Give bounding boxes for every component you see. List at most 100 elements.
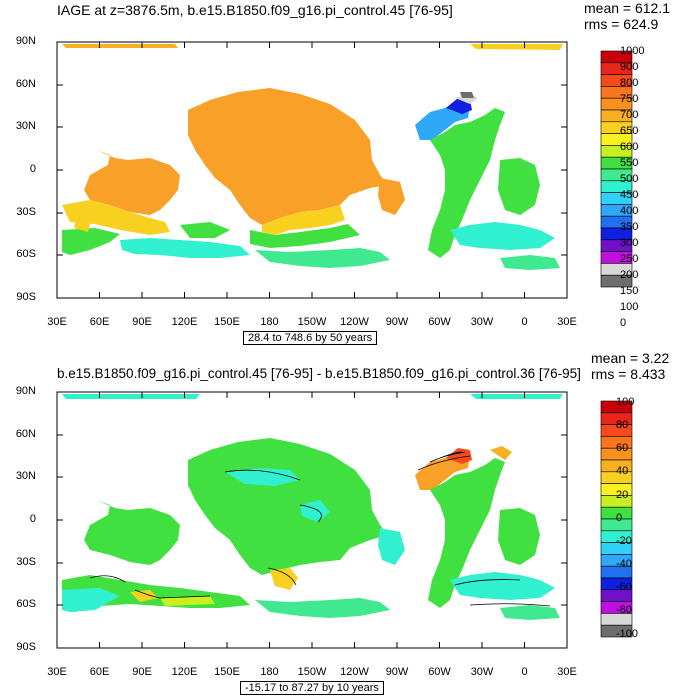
map2-lat-label: 90S xyxy=(16,641,36,653)
map1-madagascar-patch xyxy=(74,215,92,232)
map1-colorbar-swatch xyxy=(600,274,633,288)
map2-indian-ocean xyxy=(84,500,180,565)
map1-colorbar-label: 150 xyxy=(620,285,639,297)
map2-lon-label: 90E xyxy=(132,666,152,678)
map1-indian-south xyxy=(62,200,170,235)
map2-lon-label: 0 xyxy=(521,666,528,678)
map2-lon-label: 120E xyxy=(171,666,198,678)
map2-lon-label: 180 xyxy=(260,666,279,678)
map1-pacific-north xyxy=(188,88,388,225)
map2-colorbar-label: 20 xyxy=(616,489,629,501)
map2-lat-label: 30S xyxy=(16,556,36,568)
map1-lon-label: 60E xyxy=(89,316,110,328)
map1-lon-label: 120W xyxy=(340,316,369,328)
map1-mean: mean = 612.1 xyxy=(584,0,671,16)
map1-plot xyxy=(57,42,567,298)
map1-colorbar-label: 650 xyxy=(620,125,639,137)
map1-colorbar-label: 600 xyxy=(620,141,639,153)
map1-colorbar-label: 400 xyxy=(620,205,639,217)
map2-lat-label: 30N xyxy=(15,470,36,482)
map1-lon-label: 30E xyxy=(47,316,67,328)
map1-lat-label: 90S xyxy=(16,291,36,303)
map2-lat-label: 60S xyxy=(16,598,36,610)
map1-colorbar-label: 300 xyxy=(620,237,639,249)
map1-lon-label: 60W xyxy=(428,316,451,328)
map2-colorbar xyxy=(600,400,633,638)
map2-rms: rms = 8.433 xyxy=(591,366,666,382)
map1-colorbar-label: 450 xyxy=(620,189,639,201)
map1-lon-label: 90E xyxy=(132,316,152,328)
map2-arctic-west xyxy=(62,394,200,399)
map2-lat-label: 0 xyxy=(29,513,36,525)
map2-colorbar-label: 100 xyxy=(616,396,635,408)
map1-south-atlantic-cyan xyxy=(450,222,555,250)
map1-lat-label: 30N xyxy=(15,120,36,132)
map2-lon-label: 30E xyxy=(557,666,577,678)
map1-southern-ocean-green xyxy=(250,224,360,248)
map1-lat-label: 60S xyxy=(16,248,36,260)
map1-southwest-green xyxy=(62,228,120,255)
map2-lon-label: 120W xyxy=(340,666,369,678)
map1-colorbar-label: 100 xyxy=(620,301,639,313)
map1-colorbar-label: 200 xyxy=(620,269,639,281)
map1-lon-label: 0 xyxy=(521,316,528,328)
map1-lat-label: 0 xyxy=(29,163,36,175)
map2-north-pacific-cyan xyxy=(225,468,300,486)
map1-range-box: 28.4 to 748.6 by 50 years xyxy=(243,331,378,345)
map2-southwest-cyan xyxy=(62,588,120,612)
map2-colorbar-label: -100 xyxy=(616,628,639,640)
map2-arctic-east xyxy=(470,394,563,399)
map1-southern-cyan xyxy=(120,238,250,258)
map1-colorbar-label: 900 xyxy=(620,61,639,73)
map1-colorbar xyxy=(600,50,633,288)
map2-lon-label: 90W xyxy=(385,666,409,678)
map2-lon-label: 150W xyxy=(297,666,327,678)
map1-lon-label: 120E xyxy=(171,316,198,328)
map1-pacific-south-yellow xyxy=(262,205,345,235)
map2-lime-band xyxy=(160,596,215,606)
map2-colorbar-label: -80 xyxy=(616,604,632,616)
map1-colorbar-label: 0 xyxy=(620,317,627,329)
map2-east-atlantic xyxy=(498,508,540,565)
map2-lon-label: 60E xyxy=(89,666,110,678)
map1-lon-label: 180 xyxy=(260,316,279,328)
map2-south-pacific-yellow xyxy=(270,568,298,590)
map1-colorbar-label: 500 xyxy=(620,173,639,185)
map1-lon-label: 90W xyxy=(385,316,409,328)
map2-ticks xyxy=(56,391,568,649)
map2-southern-pacific xyxy=(255,598,390,618)
map2-range-box: -15.17 to 87.27 by 10 years xyxy=(240,681,384,695)
map1-indian-ocean xyxy=(84,150,180,215)
map1-colorbar-label: 1000 xyxy=(620,45,645,57)
map2-lat-label: 90N xyxy=(15,385,36,397)
map1-colorbar-label: 800 xyxy=(620,77,639,89)
map2-lon-label: 60W xyxy=(428,666,451,678)
map2-central-pacific-cyan xyxy=(300,500,330,522)
map1-colorbar-label: 350 xyxy=(620,221,639,233)
map2-east-pacific-cyan xyxy=(378,528,405,565)
map1-weddell xyxy=(500,255,560,270)
map1-southern-pacific xyxy=(255,248,390,268)
map1-east-pacific xyxy=(378,178,405,215)
map1-east-atlantic xyxy=(498,158,540,215)
map1-colorbar-label: 250 xyxy=(620,253,639,265)
map1-atlantic-green xyxy=(428,108,505,258)
map2-mean: mean = 3.22 xyxy=(591,350,670,366)
map1-ticks xyxy=(56,41,568,299)
map2-lon-label: 150E xyxy=(214,666,240,678)
map1-colorbar-label: 550 xyxy=(620,157,639,169)
map1-australia-south xyxy=(180,222,230,238)
map1-lat-label: 30S xyxy=(16,206,36,218)
map2-plot xyxy=(57,392,567,648)
map2-contours xyxy=(89,451,551,607)
map2-atlantic-green xyxy=(428,458,505,608)
map1-title: IAGE at z=3876.5m, b.e15.B1850.f09_g16.p… xyxy=(57,2,453,18)
map2-colorbar-label: -60 xyxy=(616,581,632,593)
map1-rms: rms = 624.9 xyxy=(584,16,659,32)
map1-lon-label: 150E xyxy=(214,316,240,328)
map2-colorbar-swatch xyxy=(600,624,633,638)
map2-lat-label: 60N xyxy=(15,428,36,440)
map1-arctic-west xyxy=(62,44,178,48)
map1-lon-label: 30W xyxy=(470,316,494,328)
